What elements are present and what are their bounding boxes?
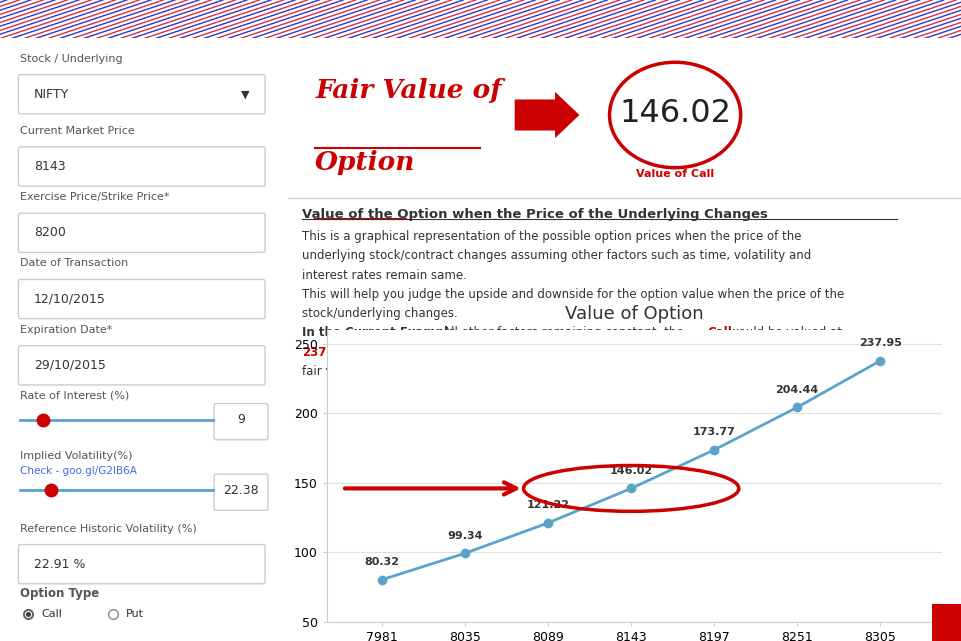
Text: 173.77: 173.77: [693, 428, 736, 437]
Text: in case the price went up to: in case the price went up to: [354, 345, 519, 359]
Text: 8200: 8200: [34, 226, 66, 239]
Text: Reference Historic Volatility (%): Reference Historic Volatility (%): [20, 524, 197, 533]
Text: NIFTY: NIFTY: [34, 88, 69, 101]
Text: This is a graphical representation of the possible option prices when the price : This is a graphical representation of th…: [302, 230, 801, 243]
Point: [475, 144, 486, 152]
Text: 8143: 8143: [34, 160, 65, 173]
Text: 29/10/2015: 29/10/2015: [34, 359, 106, 372]
Text: Fair Value of: Fair Value of: [315, 78, 502, 103]
Text: 80.32: 80.32: [428, 365, 465, 378]
Text: 80.32: 80.32: [364, 557, 400, 567]
Text: Rate of Interest (%): Rate of Interest (%): [20, 391, 129, 401]
FancyBboxPatch shape: [214, 474, 268, 510]
Text: Stock / Underlying: Stock / Underlying: [20, 54, 122, 63]
Text: 237.95: 237.95: [302, 345, 347, 359]
Text: 7981: 7981: [812, 345, 845, 359]
Text: 237.95: 237.95: [859, 338, 901, 348]
Text: - All other factors remaining constant, the: - All other factors remaining constant, …: [435, 326, 683, 340]
Point: [401, 215, 412, 223]
FancyBboxPatch shape: [18, 74, 265, 114]
FancyArrow shape: [514, 89, 581, 140]
Point: [309, 144, 321, 152]
Text: In the Current Example: In the Current Example: [302, 326, 456, 340]
Text: Put: Put: [126, 609, 144, 619]
Text: Exercise Price/Strike Price*: Exercise Price/Strike Price*: [20, 192, 169, 202]
Text: .: .: [457, 365, 461, 378]
Text: Check - goo.gl/G2IB6A: Check - goo.gl/G2IB6A: [20, 466, 136, 476]
Text: Implied Volatility(%): Implied Volatility(%): [20, 451, 133, 462]
Text: Option: Option: [315, 150, 415, 175]
FancyBboxPatch shape: [214, 404, 268, 440]
Text: Value of the Option when the Price of the Underlying Changes: Value of the Option when the Price of th…: [302, 208, 768, 221]
Text: This will help you judge the upside and downside for the option value when the p: This will help you judge the upside and …: [302, 288, 844, 301]
FancyBboxPatch shape: [18, 147, 265, 186]
Text: 204.44: 204.44: [776, 385, 819, 395]
Text: stock/underlying changes.: stock/underlying changes.: [302, 307, 457, 320]
Text: underlying stock/contract changes assuming other factors such as time, volatilit: underlying stock/contract changes assumi…: [302, 249, 811, 262]
Text: would be valued at: would be valued at: [729, 326, 842, 340]
Text: 8305: 8305: [550, 345, 582, 359]
Text: Current Market Price: Current Market Price: [20, 126, 135, 136]
Text: 121.22: 121.22: [527, 501, 570, 510]
Text: and in case the price went down to: and in case the price went down to: [579, 345, 788, 359]
Text: Call: Call: [707, 326, 732, 340]
Text: 146.02: 146.02: [609, 466, 653, 476]
Point: [309, 215, 321, 223]
FancyBboxPatch shape: [18, 545, 265, 584]
Text: 99.34: 99.34: [448, 531, 482, 541]
Text: 9: 9: [237, 413, 245, 426]
Text: 146.02: 146.02: [619, 97, 731, 129]
Text: 12/10/2015: 12/10/2015: [34, 292, 106, 306]
Text: 22.91 %: 22.91 %: [34, 558, 86, 570]
FancyBboxPatch shape: [18, 279, 265, 319]
Text: Option Type: Option Type: [20, 587, 99, 600]
Title: Value of Option: Value of Option: [565, 305, 703, 323]
FancyBboxPatch shape: [18, 213, 265, 253]
Text: Date of Transaction: Date of Transaction: [20, 258, 128, 269]
FancyBboxPatch shape: [18, 345, 265, 385]
Text: Expiration Date*: Expiration Date*: [20, 324, 112, 335]
Text: interest rates remain same.: interest rates remain same.: [302, 269, 467, 281]
Text: Call: Call: [41, 609, 62, 619]
Text: ▼: ▼: [241, 89, 250, 99]
Text: Value of Call: Value of Call: [636, 169, 714, 179]
Text: fair value would be: fair value would be: [302, 365, 415, 378]
Text: 22.38: 22.38: [223, 484, 259, 497]
Text: , the: , the: [841, 345, 868, 359]
